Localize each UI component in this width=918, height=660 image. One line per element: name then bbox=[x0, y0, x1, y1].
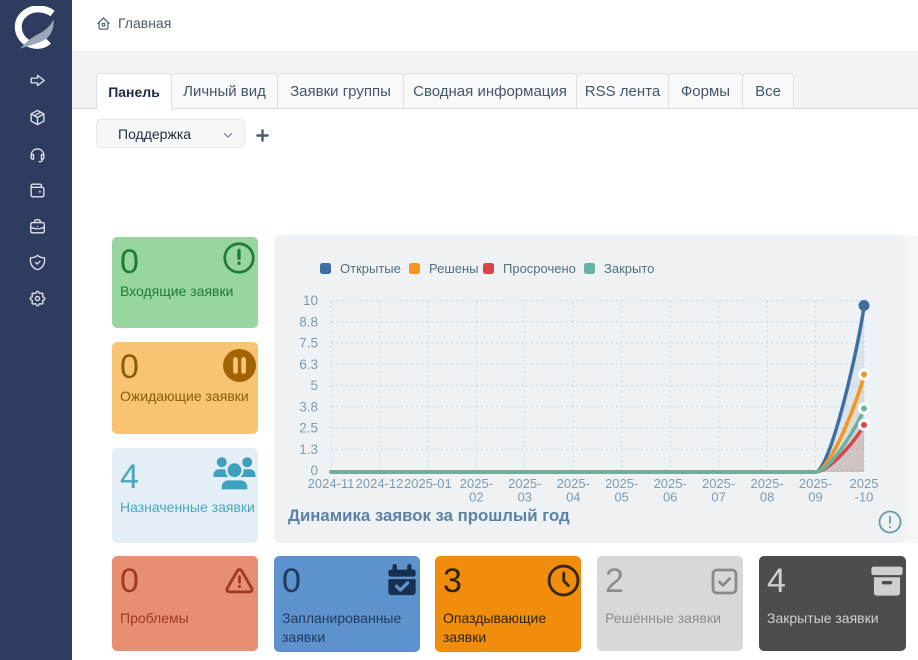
svg-text:2025-: 2025- bbox=[799, 476, 832, 491]
svg-text:09: 09 bbox=[808, 490, 822, 505]
svg-text:2025-: 2025- bbox=[702, 476, 735, 491]
svg-text:10: 10 bbox=[303, 293, 318, 308]
svg-text:8.8: 8.8 bbox=[299, 314, 318, 329]
svg-text:04: 04 bbox=[566, 490, 580, 505]
svg-text:2025-: 2025- bbox=[605, 476, 638, 491]
svg-text:2025: 2025 bbox=[850, 476, 879, 491]
svg-text:08: 08 bbox=[760, 490, 774, 505]
svg-text:7.5: 7.5 bbox=[299, 336, 318, 351]
svg-text:3.8: 3.8 bbox=[299, 399, 318, 414]
svg-text:5: 5 bbox=[310, 378, 318, 393]
svg-text:2025-: 2025- bbox=[557, 476, 590, 491]
svg-text:6.3: 6.3 bbox=[299, 357, 318, 372]
svg-text:Просрочено: Просрочено bbox=[503, 261, 576, 276]
svg-text:07: 07 bbox=[711, 490, 725, 505]
svg-text:06: 06 bbox=[663, 490, 677, 505]
svg-text:2025-: 2025- bbox=[508, 476, 541, 491]
svg-text:05: 05 bbox=[614, 490, 628, 505]
svg-text:Динамика заявок за прошлый год: Динамика заявок за прошлый год bbox=[288, 506, 570, 525]
svg-text:2025-: 2025- bbox=[750, 476, 783, 491]
svg-text:Открытые: Открытые bbox=[340, 261, 401, 276]
svg-text:0: 0 bbox=[310, 463, 318, 478]
svg-text:03: 03 bbox=[518, 490, 532, 505]
svg-text:2025-: 2025- bbox=[460, 476, 493, 491]
svg-text:02: 02 bbox=[469, 490, 483, 505]
svg-text:2025-01: 2025-01 bbox=[404, 476, 452, 491]
svg-text:2025-: 2025- bbox=[654, 476, 687, 491]
svg-text:2024-11: 2024-11 bbox=[308, 476, 355, 491]
svg-text:Решены: Решены bbox=[429, 261, 479, 276]
svg-text:Закрыто: Закрыто bbox=[604, 261, 654, 276]
svg-text:1.3: 1.3 bbox=[299, 442, 318, 457]
svg-text:2.5: 2.5 bbox=[299, 421, 318, 436]
svg-text:-10: -10 bbox=[855, 490, 874, 505]
svg-text:2024-12: 2024-12 bbox=[356, 476, 404, 491]
